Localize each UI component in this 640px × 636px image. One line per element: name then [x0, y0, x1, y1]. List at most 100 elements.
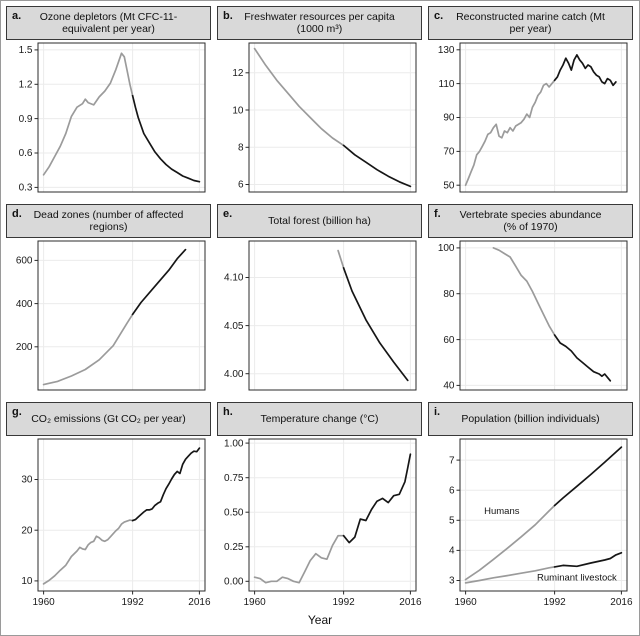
panel-strip: c. Reconstructed marine catch (Mt per ye…	[428, 6, 633, 40]
gridlines	[249, 43, 416, 192]
series-line	[337, 249, 345, 269]
y-tick-label: 8	[238, 143, 244, 154]
x-axis-label: Year	[307, 613, 333, 627]
y-tick-label: 12	[232, 68, 244, 79]
panel-border	[459, 240, 628, 391]
panel-title: Reconstructed marine catch (Mt per year)	[456, 10, 605, 35]
panel-strip: g. CO₂ emissions (Gt CO₂ per year)	[6, 402, 211, 436]
panel-border	[37, 438, 206, 592]
y-tick-label: 0.00	[224, 577, 244, 588]
panel-strip: h. Temperature change (°C)	[217, 402, 422, 436]
plot-background	[460, 439, 627, 591]
panel-letter: b.	[223, 10, 233, 22]
series-line	[342, 267, 409, 382]
panel-strip: e. Total forest (billion ha)	[217, 204, 422, 238]
panel-d: d. Dead zones (number of affected region…	[6, 204, 211, 396]
plot-background	[249, 241, 416, 390]
panel-e: e. Total forest (billion ha) 4.00 4.05 4.1…	[217, 204, 422, 396]
series-line	[253, 534, 345, 584]
y-tick-label: 30	[21, 475, 33, 486]
panel-strip: b. Freshwater resources per capita (1000…	[217, 6, 422, 40]
x-tick-label: 2016	[188, 597, 211, 608]
plot-background	[249, 439, 416, 591]
panel-c: c. Reconstructed marine catch (Mt per ye…	[428, 6, 633, 198]
panel-border	[248, 438, 417, 592]
series-line	[42, 313, 134, 386]
axes: 10 20 30 1960 1992 2016	[21, 475, 211, 608]
x-tick-label: 1992	[332, 597, 355, 608]
series-line	[342, 453, 412, 544]
y-tick-label: 6	[449, 485, 455, 496]
y-tick-label: 4	[449, 546, 455, 557]
x-tick-label: 1992	[543, 597, 566, 608]
panel-title: Population (billion individuals)	[461, 412, 600, 425]
series-line	[553, 446, 623, 507]
panel-title: Ozone depletors (Mt CFC-11-equivalent pe…	[39, 10, 178, 35]
x-tick-label: 1960	[32, 597, 55, 608]
y-tick-label: 4.05	[224, 321, 244, 332]
x-tick-label: 2016	[399, 597, 422, 608]
axes: 3 4 5 6 7 1960 1992 2016	[449, 455, 633, 608]
plot-background	[249, 43, 416, 192]
gridlines	[460, 43, 627, 192]
y-tick-label: 70	[443, 147, 455, 158]
panel-letter: h.	[223, 406, 233, 418]
y-tick-label: 40	[443, 381, 455, 392]
line-chart-co2: 10 20 30 1960 1992 2016	[21, 438, 211, 608]
series-line	[553, 334, 612, 382]
panel-border	[37, 240, 206, 391]
y-tick-label: 60	[443, 335, 455, 346]
series-line	[464, 504, 556, 581]
axes: 0.3 0.6 0.9 1.2 1.5	[19, 45, 38, 194]
gridlines	[249, 241, 416, 390]
y-tick-label: 3	[449, 576, 455, 587]
panel-grid: a. Ozone depletors (Mt CFC-11-equivalent…	[6, 6, 633, 612]
y-tick-label: 80	[443, 289, 455, 300]
panel-i: i. Population (billion individuals) Huma…	[428, 402, 633, 612]
series-label: Humans	[484, 506, 520, 517]
y-tick-label: 20	[21, 525, 33, 536]
y-tick-label: 400	[16, 299, 33, 310]
y-tick-label: 90	[443, 113, 455, 124]
panel-a: a. Ozone depletors (Mt CFC-11-equivalent…	[6, 6, 211, 198]
y-tick-label: 0.25	[224, 542, 244, 553]
panel-letter: e.	[223, 208, 233, 220]
y-tick-label: 10	[21, 576, 33, 587]
panel-strip: d. Dead zones (number of affected region…	[6, 204, 211, 238]
y-tick-label: 110	[439, 79, 455, 90]
y-tick-label: 0.50	[224, 507, 244, 518]
gridlines	[460, 439, 627, 591]
series-line	[553, 54, 617, 87]
line-chart-dead-zones: 200 400 600	[16, 240, 206, 391]
axes: 40 60 80 100	[438, 243, 460, 392]
line-chart-forest: 4.00 4.05 4.10	[224, 240, 417, 391]
panel-strip: f. Vertebrate species abundance (% of 19…	[428, 204, 633, 238]
axes: 0.00 0.25 0.50 0.75 1.00 1960 1992 2016	[224, 438, 422, 608]
panel-strip: a. Ozone depletors (Mt CFC-11-equivalent…	[6, 6, 211, 40]
panel-letter: g.	[12, 406, 22, 418]
x-tick-label: 1992	[121, 597, 144, 608]
y-tick-label: 6	[238, 180, 244, 191]
series-line	[342, 144, 412, 188]
panel-b: b. Freshwater resources per capita (1000…	[217, 6, 422, 198]
panel-h: h. Temperature change (°C) 0.00 0.25 0.50 0…	[217, 402, 422, 612]
panel-title: Temperature change (°C)	[260, 412, 379, 425]
plot-background	[38, 241, 205, 390]
panel-letter: c.	[434, 10, 444, 22]
axes: 50 70 90 110 130	[438, 45, 460, 191]
panel-border	[248, 42, 417, 193]
y-tick-label: 7	[449, 455, 455, 466]
y-tick-label: 100	[438, 243, 455, 254]
panel-title: CO₂ emissions (Gt CO₂ per year)	[31, 412, 186, 425]
panel-title: Vertebrate species abundance (% of 1970)	[459, 208, 602, 233]
panel-border	[37, 42, 206, 193]
line-chart-freshwater: 6 8 10 12	[232, 42, 417, 193]
series-label: Ruminant livestock	[537, 573, 617, 584]
y-tick-label: 200	[16, 342, 33, 353]
gridlines	[38, 439, 205, 591]
series-line	[492, 247, 556, 336]
axes: 200 400 600	[16, 256, 38, 353]
y-tick-label: 1.5	[19, 45, 33, 56]
panel-title: Total forest (billion ha)	[268, 214, 371, 227]
